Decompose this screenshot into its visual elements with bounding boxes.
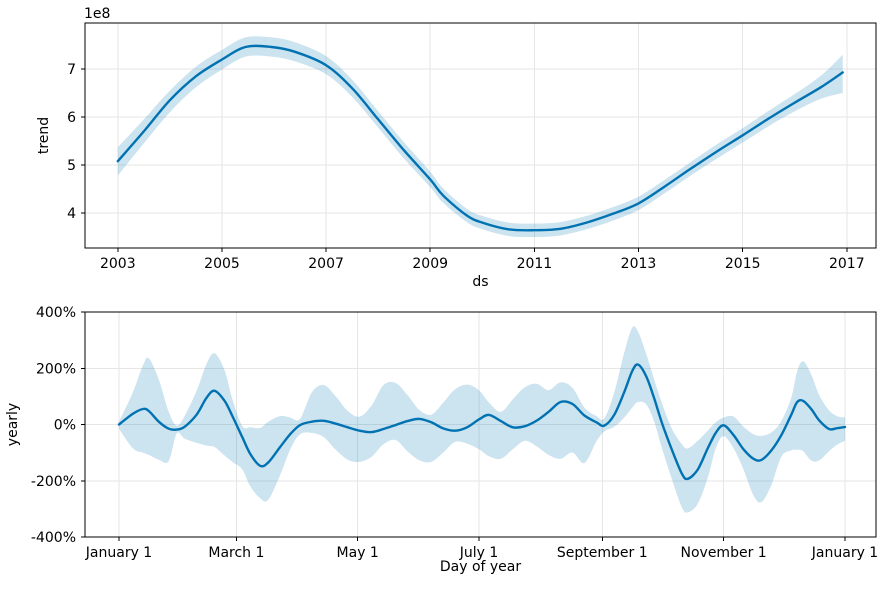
trend-x-tick-label: 2005: [204, 256, 240, 272]
trend-uncertainty-band: [117, 36, 843, 238]
trend-tick-marks: [81, 68, 848, 252]
yearly-uncertainty-band: [119, 326, 845, 513]
trend-ylabel: trend: [36, 117, 52, 154]
trend-y-tick-label: 5: [67, 158, 76, 174]
trend-x-tick-label: 2011: [517, 256, 553, 272]
yearly-y-tick-label: 200%: [36, 361, 76, 377]
trend-axis-offset-label: 1e8: [84, 6, 110, 22]
yearly-x-tick-label: January 1: [85, 545, 152, 561]
trend-x-tick-label: 2009: [412, 256, 448, 272]
yearly-x-tick-label: March 1: [208, 545, 264, 561]
yearly-y-tick-label: 0%: [54, 418, 76, 434]
yearly-y-tick-label: -400%: [31, 530, 76, 546]
yearly-x-tick-label: July 1: [459, 545, 499, 561]
yearly-line: [117, 363, 847, 481]
yearly-x-tick-label: September 1: [557, 545, 648, 561]
trend-y-tick-label: 4: [67, 206, 76, 222]
trend-gridlines: [85, 23, 876, 248]
yearly-xlabel: Day of year: [440, 559, 522, 575]
yearly-y-tick-label: -200%: [31, 474, 76, 490]
yearly-x-tick-label: January 1: [811, 545, 878, 561]
yearly-tick-labels: January 1 March 1 May 1 July 1 September 1 No…: [31, 305, 878, 561]
trend-axes-frame: [84, 22, 877, 249]
trend-y-tick-label: 6: [67, 110, 76, 126]
yearly-ylabel: yearly: [5, 403, 21, 446]
trend-line: [116, 44, 844, 232]
yearly-y-tick-label: 400%: [36, 305, 76, 321]
trend-y-tick-label: 7: [67, 62, 76, 78]
trend-xlabel: ds: [472, 274, 488, 290]
trend-x-tick-label: 2003: [100, 256, 136, 272]
trend-x-tick-label: 2017: [829, 256, 865, 272]
yearly-x-tick-label: May 1: [337, 545, 379, 561]
yearly-x-tick-label: November 1: [681, 545, 767, 561]
trend-x-tick-label: 2015: [725, 256, 761, 272]
yearly-tick-marks: [81, 311, 846, 541]
trend-tick-labels: 2003 2005 2007 2009 2011 2013 2015 2017 4 5 6 7: [67, 62, 865, 272]
trend-chart: 1e8 trend ds 2003 2005 2007 2009 2011 2013 201…: [36, 6, 877, 290]
trend-x-tick-label: 2013: [621, 256, 657, 272]
yearly-chart: yearly Day of year January 1 March 1 May 1…: [5, 305, 878, 575]
trend-x-tick-label: 2007: [308, 256, 344, 272]
